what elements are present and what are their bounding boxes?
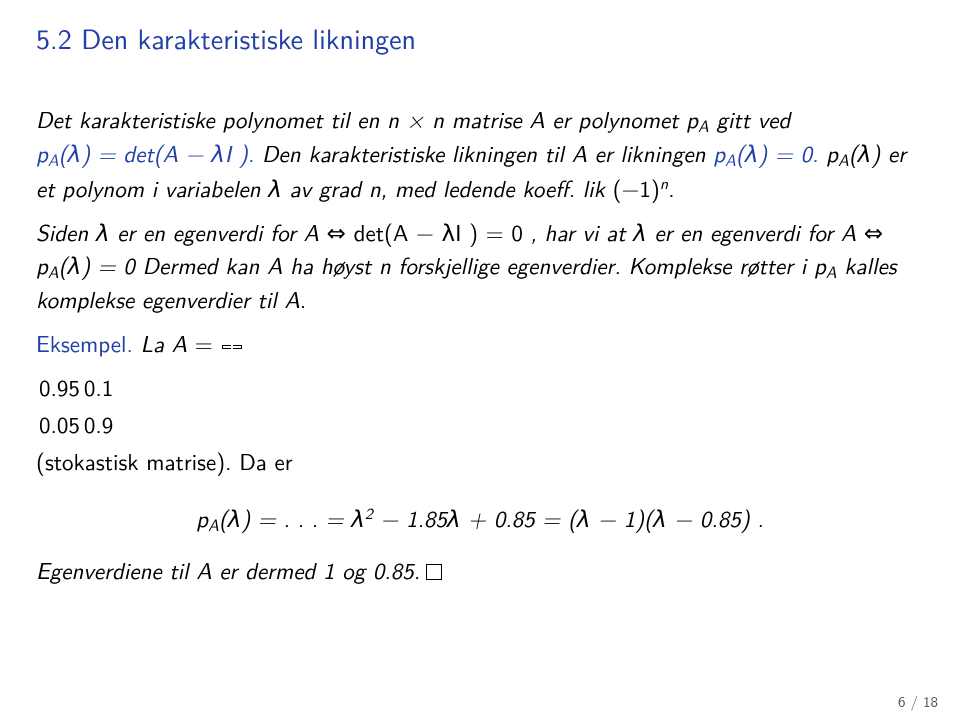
math-A: A	[572, 136, 587, 170]
text: Egenverdiene til	[36, 553, 196, 587]
math-pA: pA	[814, 248, 837, 282]
math-pA0: pA(λ) = 0	[36, 248, 135, 282]
text: − 1.85λ + 0.85 = (λ − 1)(λ − 0.85) .	[373, 501, 764, 535]
math-A: A	[196, 553, 211, 587]
matrix	[222, 345, 242, 349]
text: Dermed kan	[135, 248, 267, 282]
text: ha høyst	[282, 248, 378, 282]
text: (λ)	[849, 136, 881, 170]
text: .	[300, 282, 306, 316]
superscript: 2	[365, 500, 373, 524]
matrix-cell: 0.1	[83, 370, 114, 405]
matrix-cell: 0.05	[38, 407, 81, 442]
example-label: Eksempel.	[36, 326, 133, 360]
math-minus1n: (−1)n	[613, 171, 669, 205]
subscript: A	[698, 113, 709, 137]
text: p	[36, 248, 48, 282]
text: matrise	[444, 102, 529, 136]
matrix-cell: 0.95	[38, 370, 81, 405]
text: , med ledende koeff. lik	[381, 171, 613, 205]
subscript: A	[826, 259, 837, 283]
text: er dermed 1 og 0.85.	[212, 553, 421, 587]
page-number: 6 / 18	[898, 691, 938, 713]
text: Den karakteristiske likningen til	[254, 136, 571, 170]
op-eq: =	[187, 326, 220, 360]
text: Det karakteristiske polynomet til en	[36, 102, 387, 136]
math-A: A	[304, 215, 319, 249]
text: p	[713, 136, 725, 170]
text: p	[36, 136, 48, 170]
text: (A − λI ) = 0	[384, 215, 523, 249]
math-A: A	[172, 326, 187, 360]
text: p	[686, 102, 698, 136]
text: (stokastisk matrise). Da er	[36, 444, 293, 478]
display-equation: pA(λ) = . . . = λ2 − 1.85λ + 0.85 = (λ −…	[36, 501, 924, 536]
text: gitt ved	[709, 102, 791, 136]
paragraph-definition: Det karakteristiske polynomet til en n ×…	[36, 103, 924, 206]
math-n: n	[379, 248, 391, 282]
subscript: A	[48, 147, 59, 171]
math-A: A	[284, 282, 299, 316]
text: p	[826, 136, 838, 170]
text: La	[133, 326, 172, 360]
op-iff: ⇔ det	[319, 215, 384, 249]
text: (λ) = det(A − λI ).	[59, 136, 255, 170]
subscript: A	[208, 512, 219, 536]
text: (−1)	[613, 171, 660, 205]
paragraph-eigen: Siden λ er en egenverdi for A ⇔ det(A − …	[36, 216, 924, 317]
math-char-eq: pA(λ) = 0.	[713, 136, 818, 170]
subscript: A	[838, 147, 849, 171]
math-det: (A − λI ) = 0	[384, 215, 523, 249]
matrix-cell: 0.9	[83, 407, 114, 442]
math-nxn: n × n	[387, 102, 444, 136]
subscript: A	[725, 147, 736, 171]
text: er polynomet	[545, 102, 686, 136]
math-A: A	[841, 215, 856, 249]
superscript: n	[660, 170, 668, 194]
text: er likningen	[587, 136, 713, 170]
text: p	[814, 248, 826, 282]
text: , har vi at λ er en egenverdi for	[523, 215, 841, 249]
paragraph-example: Eksempel. La A =	[36, 327, 924, 360]
qed-box	[426, 564, 442, 580]
text: (λ) = 0	[59, 248, 135, 282]
text: Siden λ er en egenverdi for	[36, 215, 304, 249]
text: p	[196, 501, 208, 535]
math-n: n	[369, 171, 381, 205]
text: forskjellige egenverdier. Komplekse røtt…	[391, 248, 814, 282]
slide: 5.2 Den karakteristiske likningen Det ka…	[0, 0, 960, 723]
paragraph-conclusion: Egenverdiene til A er dermed 1 og 0.85.	[36, 554, 924, 587]
text: .	[668, 171, 674, 205]
text: (λ) = . . . = λ	[219, 501, 365, 535]
math-A: A	[267, 248, 282, 282]
op-iff: ⇔	[856, 215, 883, 249]
math-A: A	[529, 102, 544, 136]
subscript: A	[48, 259, 59, 283]
slide-title: 5.2 Den karakteristiske likningen	[36, 18, 924, 59]
math-def-eq: pA(λ) = det(A − λI ).	[36, 136, 254, 170]
text: (λ) = 0.	[736, 136, 819, 170]
math-pA: pA	[686, 102, 709, 136]
math-disp: pA(λ) = . . . = λ2 − 1.85λ + 0.85 = (λ −…	[196, 501, 764, 535]
math-pAlambda: pA(λ)	[826, 136, 880, 170]
